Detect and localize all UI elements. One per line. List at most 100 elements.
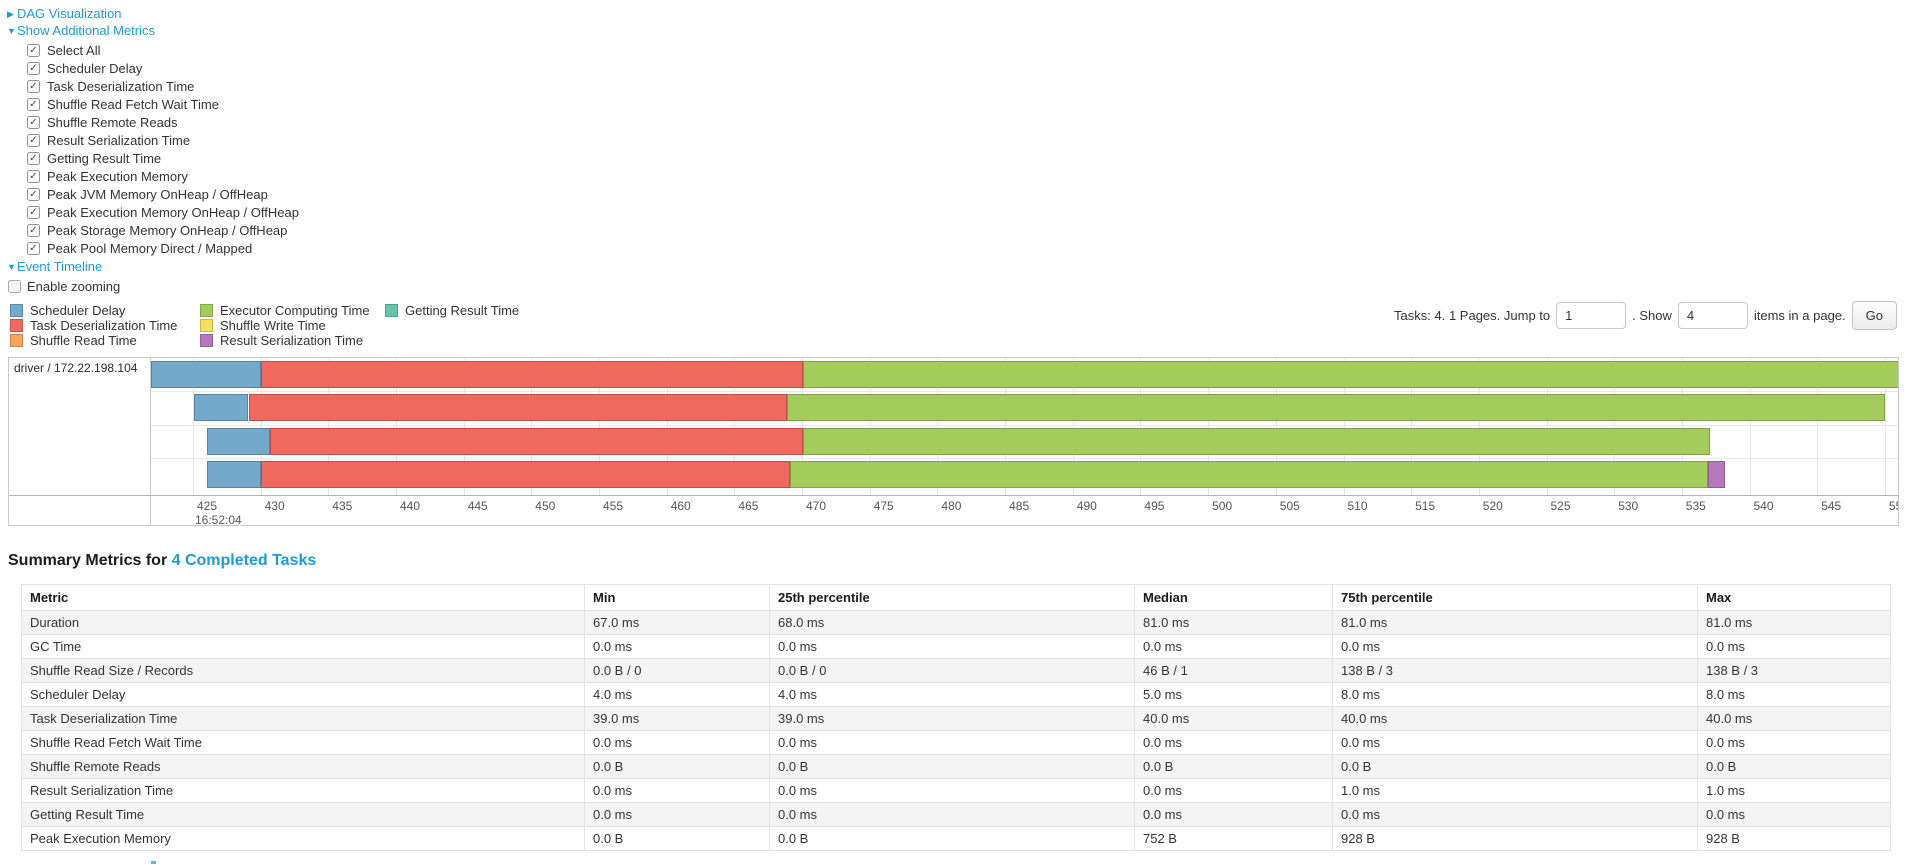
table-cell: Peak Execution Memory bbox=[21, 826, 585, 851]
checkbox-checked-icon[interactable]: ✓ bbox=[27, 97, 40, 111]
chevron-right-icon: ▶ bbox=[7, 9, 14, 19]
checkbox-checked-icon[interactable]: ✓ bbox=[27, 79, 40, 93]
table-cell: 0.0 B bbox=[1332, 754, 1698, 779]
axis-gridline bbox=[1546, 358, 1548, 495]
metric-checkbox-item[interactable]: ✓ Result Serialization Time bbox=[27, 131, 1907, 149]
completed-tasks-link[interactable]: 4 Completed Tasks bbox=[171, 552, 317, 569]
checkbox-checked-icon[interactable]: ✓ bbox=[27, 151, 40, 165]
axis-gridline bbox=[260, 358, 262, 495]
metric-checkbox-item[interactable]: ✓ Getting Result Time bbox=[27, 149, 1907, 167]
metric-checkbox-label: Peak Execution Memory OnHeap / OffHeap bbox=[47, 204, 299, 220]
table-cell: 0.0 ms bbox=[1697, 802, 1891, 827]
axis-tick-label: 495 bbox=[1144, 499, 1165, 513]
axis-gridline bbox=[869, 358, 871, 495]
metric-checkbox-item[interactable]: ✓ Select All bbox=[27, 41, 1907, 59]
tasks-count-text: Tasks: 4. 1 Pages. Jump to bbox=[1394, 308, 1551, 323]
metric-checkbox-label: Peak JVM Memory OnHeap / OffHeap bbox=[47, 186, 268, 202]
table-cell: 0.0 ms bbox=[584, 634, 770, 659]
timeline-bar-segment-executor_computing bbox=[789, 461, 1708, 488]
table-header-row: Metric Min 25th percentile Median 75th perce… bbox=[21, 584, 1891, 611]
timeline-bar-segment-task_deserialization bbox=[260, 361, 804, 388]
table-cell: 0.0 ms bbox=[1134, 802, 1333, 827]
checkbox-checked-icon[interactable]: ✓ bbox=[27, 133, 40, 147]
table-row: Scheduler Delay 4.0 ms 4.0 ms 5.0 ms 8.0 ms 8… bbox=[21, 682, 1891, 707]
axis-tick-label: 550 bbox=[1888, 499, 1898, 513]
checkbox-checked-icon[interactable]: ✓ bbox=[27, 43, 40, 57]
items-per-page-input[interactable] bbox=[1677, 302, 1748, 329]
show-text: . Show bbox=[1632, 308, 1672, 323]
enable-zooming-row[interactable]: Enable zooming bbox=[8, 277, 1907, 295]
metric-checkbox-item[interactable]: ✓ Scheduler Delay bbox=[27, 59, 1907, 77]
axis-tick-label: 515 bbox=[1415, 499, 1436, 513]
table-cell: 0.0 B bbox=[1134, 754, 1333, 779]
checkbox-unchecked-icon[interactable] bbox=[8, 279, 21, 293]
axis-tick-label: 430 bbox=[264, 499, 285, 513]
timeline-bar-segment-task_deserialization bbox=[270, 428, 804, 455]
event-timeline-chart: driver / 172.22.198.104 425 430 435 440 445 4… bbox=[8, 357, 1899, 526]
checkbox-checked-icon[interactable]: ✓ bbox=[27, 169, 40, 183]
go-button[interactable]: Go bbox=[1851, 301, 1897, 330]
axis-gridline bbox=[396, 358, 397, 495]
axis-gridline bbox=[1208, 358, 1210, 495]
table-row: Duration 67.0 ms 68.0 ms 81.0 ms 81.0 ms 81.0… bbox=[21, 610, 1891, 635]
table-row: Peak Execution Memory 0.0 B 0.0 B 752 B 928 … bbox=[21, 826, 1891, 851]
dag-visualization-link[interactable]: DAG Visualization bbox=[17, 6, 122, 21]
metric-checkbox-item[interactable]: ✓ Shuffle Remote Reads bbox=[27, 113, 1907, 131]
checkbox-checked-icon[interactable]: ✓ bbox=[27, 223, 40, 237]
timeline-header: Scheduler Delay Task Deserialization Time… bbox=[8, 301, 1901, 351]
metric-checkbox-item[interactable]: ✓ Peak Execution Memory bbox=[27, 167, 1907, 185]
metric-checkbox-label: Shuffle Remote Reads bbox=[47, 114, 178, 130]
metric-checkbox-item[interactable]: ✓ Shuffle Read Fetch Wait Time bbox=[27, 95, 1907, 113]
table-cell: 81.0 ms bbox=[1332, 610, 1698, 635]
timeline-bar-segment-executor_computing bbox=[803, 428, 1711, 455]
timeline-bar-segment-executor_computing bbox=[803, 361, 1898, 388]
axis-tick-label: 465 bbox=[738, 499, 759, 513]
row-divider bbox=[151, 458, 1898, 459]
axis-tick-label: 425 bbox=[197, 499, 218, 513]
legend-item: Shuffle Write Time bbox=[200, 318, 370, 333]
table-row: Shuffle Read Fetch Wait Time 0.0 ms 0.0 ms… bbox=[21, 730, 1891, 755]
metric-checkbox-label: Getting Result Time bbox=[47, 150, 162, 166]
legend-swatch-icon bbox=[385, 304, 398, 317]
timeline-bar-segment-task_deserialization bbox=[260, 461, 790, 488]
group-column-divider bbox=[150, 358, 151, 525]
table-column-header: Min bbox=[584, 584, 770, 611]
page-controls: ▶ DAG Visualization ▼Show Additional Metr… bbox=[0, 0, 1907, 295]
checkbox-checked-icon[interactable]: ✓ bbox=[27, 115, 40, 129]
axis-gridline bbox=[1614, 358, 1616, 495]
checkbox-checked-icon[interactable]: ✓ bbox=[27, 187, 40, 201]
metric-checkbox-item[interactable]: ✓ Peak Storage Memory OnHeap / OffHeap bbox=[27, 221, 1907, 239]
metric-checkbox-item[interactable]: ✓ Peak JVM Memory OnHeap / OffHeap bbox=[27, 185, 1907, 203]
timeline-plot-area bbox=[151, 358, 1898, 495]
metric-checkbox-item[interactable]: ✓ Peak Pool Memory Direct / Mapped bbox=[27, 239, 1907, 257]
metric-checkbox-item[interactable]: ✓ Peak Execution Memory OnHeap / OffHeap bbox=[27, 203, 1907, 221]
table-cell: 0.0 ms bbox=[1697, 730, 1891, 755]
checkbox-checked-icon[interactable]: ✓ bbox=[27, 205, 40, 219]
checkbox-checked-icon[interactable]: ✓ bbox=[27, 241, 40, 255]
checkbox-checked-icon[interactable]: ✓ bbox=[27, 61, 40, 75]
jump-to-page-input[interactable] bbox=[1556, 302, 1627, 329]
row-divider bbox=[151, 425, 1898, 426]
table-cell: 46 B / 1 bbox=[1134, 658, 1333, 683]
table-row: Shuffle Remote Reads 0.0 B 0.0 B 0.0 B 0.0 B… bbox=[21, 754, 1891, 779]
table-cell: 68.0 ms bbox=[769, 610, 1135, 635]
axis-gridline bbox=[734, 358, 736, 495]
axis-tick-label: 450 bbox=[535, 499, 556, 513]
show-additional-metrics-link[interactable]: Show Additional Metrics bbox=[17, 23, 156, 38]
table-cell: 0.0 ms bbox=[1134, 778, 1333, 803]
timeline-bar-segment-task_deserialization bbox=[248, 394, 788, 421]
axis-gridline bbox=[1681, 358, 1683, 495]
axis-tick-label: 525 bbox=[1550, 499, 1571, 513]
table-cell: 0.0 ms bbox=[1332, 802, 1698, 827]
task-pagination: Tasks: 4. 1 Pages. Jump to . Show items … bbox=[1394, 301, 1897, 330]
summary-metrics-table: Metric Min 25th percentile Median 75th perce… bbox=[21, 584, 1891, 851]
legend-swatch-icon bbox=[200, 319, 213, 332]
table-cell: 0.0 ms bbox=[1697, 634, 1891, 659]
table-cell: 1.0 ms bbox=[1697, 778, 1891, 803]
timeline-time-axis: 425 430 435 440 445 450 455 460 465 470 475 480 485 4… bbox=[9, 495, 1898, 525]
metric-checkbox-item[interactable]: ✓ Task Deserialization Time bbox=[27, 77, 1907, 95]
table-cell: 0.0 B / 0 bbox=[769, 658, 1135, 683]
event-timeline-link[interactable]: Event Timeline bbox=[17, 259, 103, 274]
legend-item: Task Deserialization Time bbox=[10, 318, 177, 333]
table-row: GC Time 0.0 ms 0.0 ms 0.0 ms 0.0 ms 0.0 ms bbox=[21, 634, 1891, 659]
